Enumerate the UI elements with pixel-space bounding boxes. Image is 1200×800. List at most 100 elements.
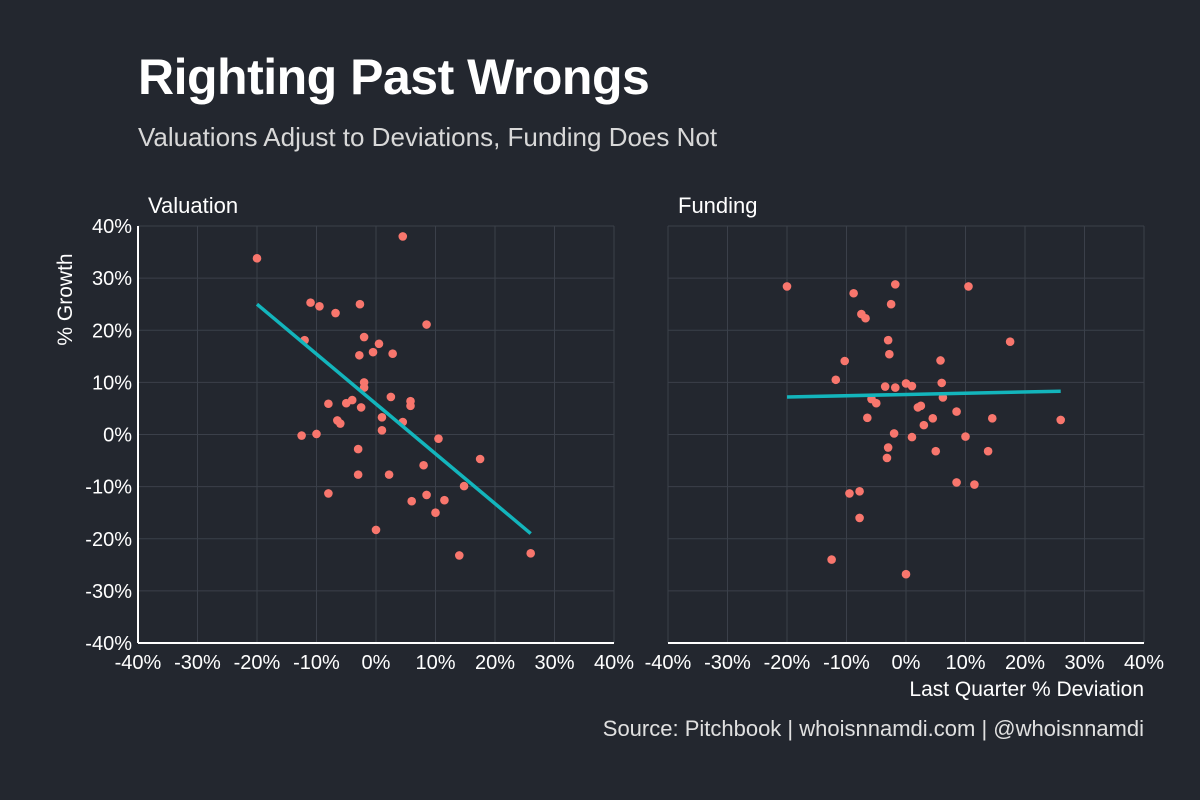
data-point <box>459 481 469 491</box>
data-point <box>952 407 961 416</box>
data-point <box>861 313 870 323</box>
trend-line <box>786 389 1061 399</box>
data-point <box>889 429 899 438</box>
data-point <box>961 432 970 441</box>
panel-label-funding: Funding <box>678 193 758 218</box>
data-point <box>890 280 900 289</box>
data-point <box>936 356 945 365</box>
data-point <box>827 555 836 564</box>
data-point <box>840 356 850 366</box>
data-point <box>315 301 324 311</box>
x-tick-label: 30% <box>1064 652 1104 674</box>
gridlines <box>137 225 615 644</box>
data-point <box>355 299 365 309</box>
x-tick-label: -20% <box>764 652 811 674</box>
valuation-panel: Valuation -40% -30% -20% -10% 0% 10% 20% 30% 40%… <box>85 193 634 674</box>
x-tick-label: 10% <box>945 652 985 674</box>
x-tick-label: -30% <box>704 652 751 674</box>
data-point <box>855 513 864 523</box>
x-tick-label: 30% <box>534 652 574 674</box>
data-point <box>455 551 464 560</box>
x-tick-label: 20% <box>1005 652 1045 674</box>
x-tick-label: -20% <box>234 652 281 674</box>
x-tick-label: -40% <box>115 652 162 674</box>
data-points <box>252 232 535 560</box>
y-tick-label: 20% <box>92 320 132 342</box>
data-point <box>359 332 369 342</box>
data-point <box>964 282 973 291</box>
y-axis-title: % Growth <box>54 253 77 345</box>
data-point <box>341 398 351 408</box>
data-point <box>871 398 881 408</box>
x-axis-title: Last Quarter % Deviation <box>909 678 1144 701</box>
x-tick-label: 10% <box>415 652 455 674</box>
data-point <box>312 429 321 439</box>
data-point <box>252 254 262 263</box>
data-point <box>886 299 896 309</box>
data-point <box>885 349 894 359</box>
x-tick-label: -30% <box>174 652 221 674</box>
data-point <box>336 419 345 428</box>
data-point <box>297 431 306 440</box>
x-tick-label: -10% <box>293 652 340 674</box>
data-point <box>970 480 979 489</box>
data-point <box>422 490 431 500</box>
data-point <box>331 308 340 318</box>
data-point <box>377 426 387 435</box>
data-point <box>371 525 381 535</box>
data-point <box>931 446 941 456</box>
data-point <box>928 414 938 423</box>
y-tick-label: 10% <box>92 372 132 394</box>
data-point <box>422 320 431 329</box>
source-caption: Source: Pitchbook | whoisnnamdi.com | @w… <box>602 716 1144 741</box>
x-tick-label: 0% <box>892 652 921 674</box>
y-tick-label: -10% <box>85 477 132 499</box>
x-tick-label: -40% <box>645 652 692 674</box>
data-point <box>388 349 397 359</box>
data-point <box>386 392 396 402</box>
data-point <box>355 350 364 360</box>
y-tick-label: -30% <box>85 581 132 603</box>
data-point <box>356 403 366 412</box>
data-point <box>901 569 911 579</box>
data-point <box>855 487 864 496</box>
data-point <box>359 383 369 392</box>
data-point <box>907 432 917 442</box>
data-point <box>890 383 900 392</box>
data-point <box>431 508 440 517</box>
chart-title: Righting Past Wrongs <box>138 49 650 105</box>
data-point <box>831 375 841 385</box>
data-point <box>324 489 333 498</box>
x-tick-label: 40% <box>1124 652 1164 674</box>
data-point <box>1056 415 1065 425</box>
data-point <box>849 288 858 298</box>
y-tick-label: 0% <box>103 425 132 447</box>
data-point <box>526 549 535 558</box>
gridlines <box>667 225 1145 644</box>
data-point <box>883 443 893 452</box>
data-point <box>384 470 394 479</box>
data-point <box>419 460 428 470</box>
x-tick-label: -10% <box>823 652 870 674</box>
y-tick-label: 30% <box>92 268 132 290</box>
data-point <box>377 412 387 422</box>
data-point <box>407 496 417 506</box>
data-point <box>983 446 993 456</box>
data-point <box>883 335 893 345</box>
data-point <box>937 378 946 388</box>
data-point <box>434 434 443 443</box>
x-tick-label: 0% <box>362 652 391 674</box>
data-point <box>306 298 315 307</box>
data-point <box>406 401 415 411</box>
y-tick-label: 40% <box>92 216 132 238</box>
data-point <box>782 282 792 291</box>
data-point <box>913 403 923 412</box>
panel-label-valuation: Valuation <box>148 193 238 218</box>
trend-line <box>255 302 532 535</box>
data-point <box>368 347 378 357</box>
data-point <box>952 478 961 487</box>
chart-subtitle: Valuations Adjust to Deviations, Funding… <box>138 122 718 152</box>
data-point <box>845 489 854 498</box>
data-point <box>987 414 997 423</box>
